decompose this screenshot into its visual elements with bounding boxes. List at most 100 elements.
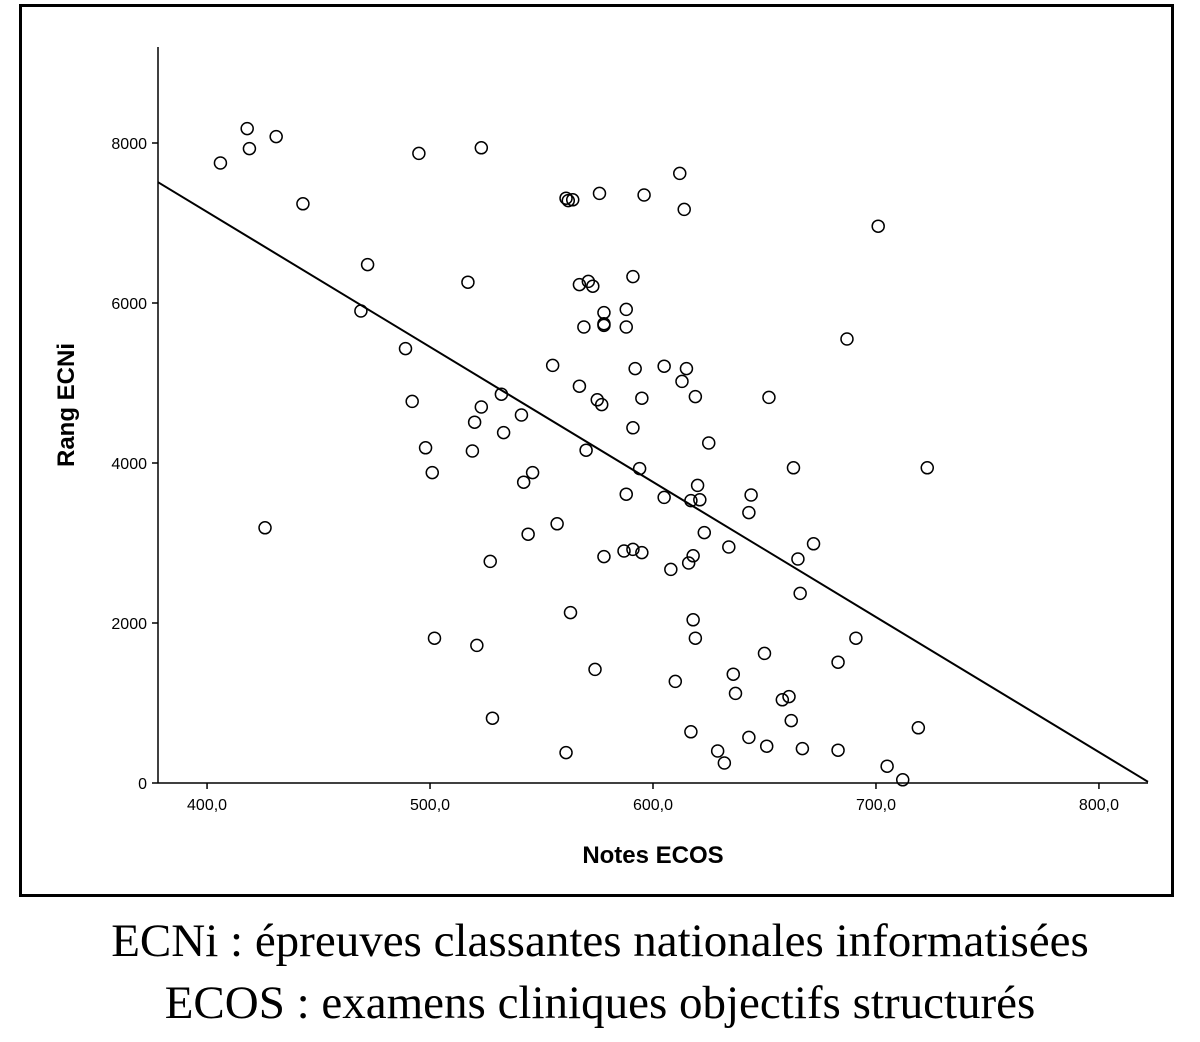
data-point xyxy=(684,493,698,508)
data-point xyxy=(784,713,798,728)
x-axis-title: Notes ECOS xyxy=(582,842,723,869)
y-axis-title: Rang ECNi xyxy=(53,343,80,467)
data-point xyxy=(572,277,587,292)
chart-frame: 400,0 500,0 600,0 700,0 800,0 0 2000 4000 6000 8… xyxy=(19,4,1174,897)
data-point xyxy=(467,415,482,429)
data-point xyxy=(597,318,611,333)
data-point xyxy=(688,389,703,404)
data-point xyxy=(726,667,741,681)
x-axis-ticks: 400,0 500,0 600,0 700,0 800,0 xyxy=(187,783,1119,814)
data-point xyxy=(710,744,725,758)
data-point xyxy=(757,646,772,661)
data-point xyxy=(657,490,671,505)
data-point xyxy=(840,332,854,346)
data-point xyxy=(559,191,573,205)
x-tick-label: 600,0 xyxy=(633,797,673,814)
data-point xyxy=(514,408,529,422)
data-point xyxy=(880,759,894,773)
data-point xyxy=(690,478,705,493)
data-point xyxy=(681,556,696,570)
data-point xyxy=(474,400,489,414)
data-point xyxy=(242,141,257,156)
data-point xyxy=(871,219,885,233)
data-point xyxy=(485,711,500,725)
data-point xyxy=(717,756,732,770)
data-point xyxy=(632,461,647,476)
data-point xyxy=(759,739,774,753)
data-point xyxy=(465,444,480,458)
x-tick-label: 700,0 xyxy=(856,797,896,814)
data-point xyxy=(697,525,712,540)
data-point xyxy=(617,544,631,558)
data-point xyxy=(213,156,228,170)
x-tick-label: 500,0 xyxy=(410,797,450,814)
data-point xyxy=(626,269,640,284)
data-point xyxy=(775,693,790,707)
data-point xyxy=(806,537,821,551)
data-point xyxy=(577,320,591,334)
data-point xyxy=(742,730,756,745)
axes xyxy=(157,47,1148,784)
data-point xyxy=(762,390,776,405)
data-point xyxy=(728,686,743,701)
data-point xyxy=(688,631,703,645)
data-point xyxy=(619,320,633,334)
data-point xyxy=(657,359,671,373)
data-point xyxy=(588,662,602,677)
data-point xyxy=(791,552,805,566)
data-point xyxy=(686,613,700,627)
data-point xyxy=(559,745,573,760)
data-point xyxy=(545,358,560,373)
data-point xyxy=(668,674,683,689)
data-point xyxy=(461,275,475,289)
data-point xyxy=(412,146,426,161)
x-tick-label: 400,0 xyxy=(187,797,227,814)
data-point xyxy=(581,274,596,289)
data-point xyxy=(516,475,531,489)
data-point xyxy=(831,655,845,669)
data-point xyxy=(427,631,442,645)
data-point xyxy=(619,302,633,317)
data-point xyxy=(782,689,796,704)
data-point xyxy=(592,186,607,201)
y-tick-label: 2000 xyxy=(111,616,147,633)
data-point xyxy=(722,540,736,554)
data-point xyxy=(619,487,633,501)
data-point xyxy=(474,141,489,155)
data-point xyxy=(637,188,651,202)
data-point xyxy=(405,394,419,409)
data-point xyxy=(572,379,587,393)
data-point xyxy=(679,361,694,376)
data-point xyxy=(590,393,605,407)
data-point xyxy=(269,129,283,144)
y-tick-label: 0 xyxy=(138,776,147,793)
data-point xyxy=(849,631,863,645)
data-point xyxy=(296,197,310,211)
data-point xyxy=(673,166,687,181)
data-point xyxy=(831,743,845,757)
data-point xyxy=(525,465,540,480)
data-point xyxy=(521,527,535,541)
data-point xyxy=(701,436,716,450)
data-point xyxy=(550,517,564,531)
y-tick-label: 4000 xyxy=(111,456,147,473)
data-point xyxy=(793,586,807,601)
data-point xyxy=(626,421,640,435)
data-point xyxy=(911,721,926,735)
y-axis-ticks: 0 2000 4000 6000 8000 xyxy=(111,136,158,793)
data-point xyxy=(597,549,611,564)
data-point xyxy=(565,193,580,207)
caption-ecos-definition: ECOS : examens cliniques objectifs struc… xyxy=(164,977,1036,1029)
data-point xyxy=(483,554,497,569)
data-point xyxy=(398,341,413,356)
y-tick-label: 8000 xyxy=(111,136,147,153)
regression-line xyxy=(157,181,1149,783)
regression-line-layer xyxy=(157,181,1149,783)
data-point xyxy=(686,549,700,563)
data-point xyxy=(496,425,511,440)
data-point xyxy=(561,193,576,208)
x-tick-label: 800,0 xyxy=(1079,797,1119,814)
data-point xyxy=(895,773,910,787)
data-point xyxy=(240,121,254,136)
data-point xyxy=(744,488,758,502)
